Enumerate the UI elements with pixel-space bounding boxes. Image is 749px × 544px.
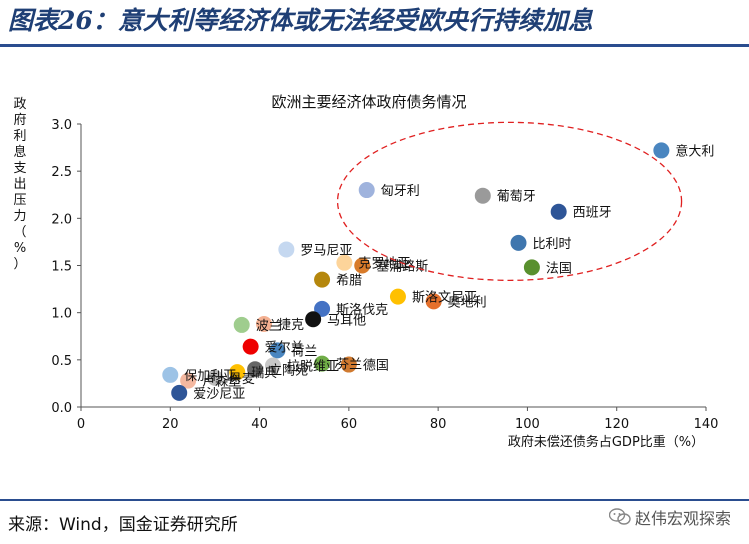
x-tick-label: 80 (430, 417, 447, 432)
y-axis-label-char: 压 (13, 193, 26, 208)
y-axis-label-char: 力 (13, 209, 26, 224)
y-axis-label-char: % (14, 241, 26, 256)
data-point (247, 361, 264, 378)
y-tick-label: 1.5 (51, 260, 72, 275)
y-axis-label-char: 府 (13, 113, 26, 128)
data-label: 马耳他 (327, 313, 366, 328)
y-tick-label: 2.0 (51, 212, 72, 227)
watermark: 赵伟宏观探索 (608, 505, 731, 529)
data-point (233, 316, 250, 333)
data-label: 希腊 (336, 274, 362, 289)
y-axis-ticks: 0.0 0.5 1.0 1.5 2.0 2.5 3.0 (51, 118, 81, 416)
figure-title: 图表26：意大利等经济体或无法经受欧央行持续加息 (8, 6, 593, 35)
data-label: 法国 (546, 261, 572, 276)
data-point (425, 293, 442, 310)
data-label: 拉脱维亚 (287, 359, 339, 374)
data-label: 匈牙利 (381, 184, 420, 199)
y-axis-label-char: 支 (13, 161, 26, 176)
data-point (653, 142, 670, 159)
data-label: 西班牙 (573, 206, 612, 221)
y-tick-label: 2.5 (51, 165, 72, 180)
data-label: 塞浦路斯 (376, 259, 428, 275)
data-point (523, 259, 540, 276)
y-axis-label-char: 利 (13, 129, 26, 144)
x-axis-ticks: 0 20 40 60 80 100 120 140 (77, 407, 719, 432)
data-point (180, 372, 197, 389)
data-point (314, 300, 331, 317)
data-point (510, 234, 527, 251)
x-tick-label: 60 (341, 417, 358, 432)
data-label: 波兰 (256, 319, 282, 334)
x-tick-label: 0 (77, 417, 85, 432)
data-label: 芬兰 (336, 358, 362, 373)
data-label: 荷兰 (291, 344, 317, 359)
data-label: 爱尔兰 (265, 341, 304, 356)
x-tick-label: 40 (251, 417, 268, 432)
y-axis-label-char: 出 (13, 177, 26, 192)
data-point (550, 203, 567, 220)
watermark-text: 赵伟宏观探索 (634, 509, 731, 528)
footer-rule (0, 499, 749, 501)
data-point (314, 271, 331, 288)
x-tick-label: 120 (604, 417, 629, 432)
data-points (162, 142, 670, 401)
source-label: 来源：Wind，国金证券研究所 (8, 515, 238, 535)
data-point (256, 315, 273, 332)
y-tick-label: 1.0 (51, 307, 72, 322)
highlight-ellipse (336, 121, 683, 282)
data-point (171, 384, 188, 401)
x-axis-label: 政府未偿还债务占GDP比重（%） (508, 434, 704, 450)
data-label: 丹麦 (229, 372, 255, 387)
data-point (314, 355, 331, 372)
data-point (354, 257, 371, 274)
data-point (305, 311, 322, 328)
data-label: 卢森堡 (202, 374, 241, 390)
data-point (162, 366, 179, 383)
chart-title: 欧洲主要经济体政府债务情况 (271, 93, 466, 111)
y-tick-label: 3.0 (51, 118, 72, 133)
y-tick-label: 0.5 (51, 354, 72, 369)
y-axis-label-char: 政 (13, 97, 26, 112)
data-label: 立陶宛 (269, 362, 308, 378)
data-point (474, 187, 491, 204)
data-point (269, 342, 286, 359)
data-label: 斯洛文尼亚 (412, 291, 477, 306)
data-point (278, 241, 295, 258)
wechat-icon (608, 508, 631, 525)
data-label: 罗马尼亚 (300, 243, 352, 258)
x-tick-label: 140 (694, 417, 719, 432)
data-label: 意大利 (675, 143, 714, 159)
title-rule (0, 44, 749, 47)
x-tick-label: 100 (515, 417, 540, 432)
data-point (206, 369, 223, 386)
y-tick-label: 0.0 (51, 401, 72, 416)
data-point (336, 254, 353, 271)
data-label: 奥地利 (448, 295, 487, 310)
data-label: 保加利亚 (184, 369, 236, 384)
data-label: 德国 (363, 359, 389, 374)
data-label: 葡萄牙 (497, 190, 536, 205)
data-label: 斯洛伐克 (336, 303, 388, 318)
data-point (242, 338, 259, 355)
data-label: 克罗地亚 (358, 257, 410, 272)
data-point (340, 356, 357, 373)
data-label: 捷克 (278, 318, 304, 333)
data-label: 比利时 (533, 237, 572, 252)
y-axis-label-char: 息 (13, 144, 26, 160)
y-axis-label-char: ） (13, 257, 26, 272)
data-point (229, 364, 246, 381)
data-label: 爱沙尼亚 (193, 387, 245, 402)
data-point (389, 288, 406, 305)
data-point (264, 357, 281, 374)
y-axis-label-char: （ (13, 225, 26, 240)
x-tick-label: 20 (162, 417, 179, 432)
data-point (358, 182, 375, 199)
data-label: 瑞典 (251, 366, 277, 381)
